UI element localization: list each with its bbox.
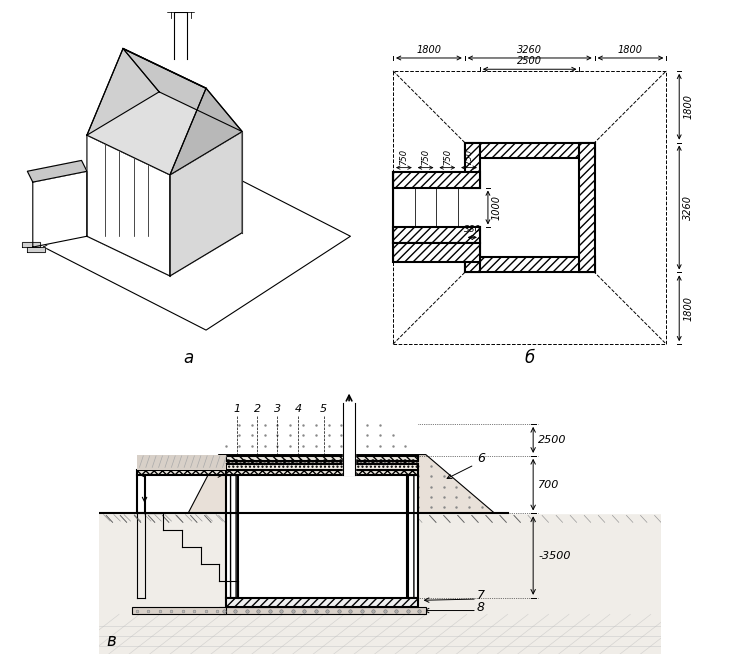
Polygon shape xyxy=(137,470,226,475)
Polygon shape xyxy=(87,48,159,135)
Polygon shape xyxy=(188,455,495,513)
Text: 750: 750 xyxy=(443,149,452,165)
Text: 2500: 2500 xyxy=(538,435,567,445)
Polygon shape xyxy=(226,456,418,461)
Text: 6: 6 xyxy=(477,453,485,465)
Polygon shape xyxy=(465,143,595,158)
Text: 2500: 2500 xyxy=(517,56,542,66)
Text: 750: 750 xyxy=(399,149,408,165)
Polygon shape xyxy=(226,470,418,475)
Polygon shape xyxy=(170,131,242,276)
Text: 0.00: 0.00 xyxy=(246,602,271,612)
Polygon shape xyxy=(87,135,170,276)
Polygon shape xyxy=(174,12,187,60)
Text: 1800: 1800 xyxy=(683,94,693,119)
Text: 750: 750 xyxy=(465,149,474,165)
Text: 7: 7 xyxy=(477,589,485,602)
Text: -3500: -3500 xyxy=(538,551,571,560)
Polygon shape xyxy=(393,173,480,188)
Polygon shape xyxy=(393,243,480,262)
Text: 800: 800 xyxy=(171,462,193,472)
Text: б: б xyxy=(525,349,535,368)
Polygon shape xyxy=(123,48,242,131)
Polygon shape xyxy=(219,607,426,614)
Polygon shape xyxy=(226,598,418,607)
Text: 3: 3 xyxy=(274,404,281,414)
Polygon shape xyxy=(465,257,595,273)
Polygon shape xyxy=(27,247,45,252)
Text: 8: 8 xyxy=(477,600,485,613)
Polygon shape xyxy=(132,607,226,614)
Polygon shape xyxy=(226,464,418,470)
Polygon shape xyxy=(170,88,242,175)
Polygon shape xyxy=(465,228,480,273)
Polygon shape xyxy=(580,143,595,273)
Text: 1800: 1800 xyxy=(618,44,643,55)
Polygon shape xyxy=(238,475,407,598)
Text: 700: 700 xyxy=(538,479,559,490)
Polygon shape xyxy=(22,242,40,247)
Polygon shape xyxy=(87,92,242,175)
Polygon shape xyxy=(137,455,226,470)
Text: 2: 2 xyxy=(253,404,261,414)
Polygon shape xyxy=(393,228,480,243)
Text: 380: 380 xyxy=(464,225,481,234)
Text: 1800: 1800 xyxy=(683,296,693,321)
Text: 1000: 1000 xyxy=(492,195,502,220)
Text: 750: 750 xyxy=(421,149,430,165)
Text: 4: 4 xyxy=(294,404,302,414)
Polygon shape xyxy=(480,158,580,257)
Polygon shape xyxy=(465,143,480,188)
Text: 5: 5 xyxy=(320,404,327,414)
Polygon shape xyxy=(99,513,661,654)
Polygon shape xyxy=(226,475,238,598)
Text: 1800: 1800 xyxy=(326,532,355,542)
Text: в: в xyxy=(107,632,117,650)
Polygon shape xyxy=(407,475,418,598)
Text: 1: 1 xyxy=(233,404,240,414)
Text: 1800: 1800 xyxy=(417,44,441,55)
Polygon shape xyxy=(27,160,87,182)
Polygon shape xyxy=(87,193,242,276)
Text: 3260: 3260 xyxy=(683,195,693,220)
Text: a: a xyxy=(183,349,193,367)
Polygon shape xyxy=(33,171,87,247)
Text: 3260: 3260 xyxy=(517,44,542,55)
Polygon shape xyxy=(87,48,206,175)
Polygon shape xyxy=(344,404,355,475)
